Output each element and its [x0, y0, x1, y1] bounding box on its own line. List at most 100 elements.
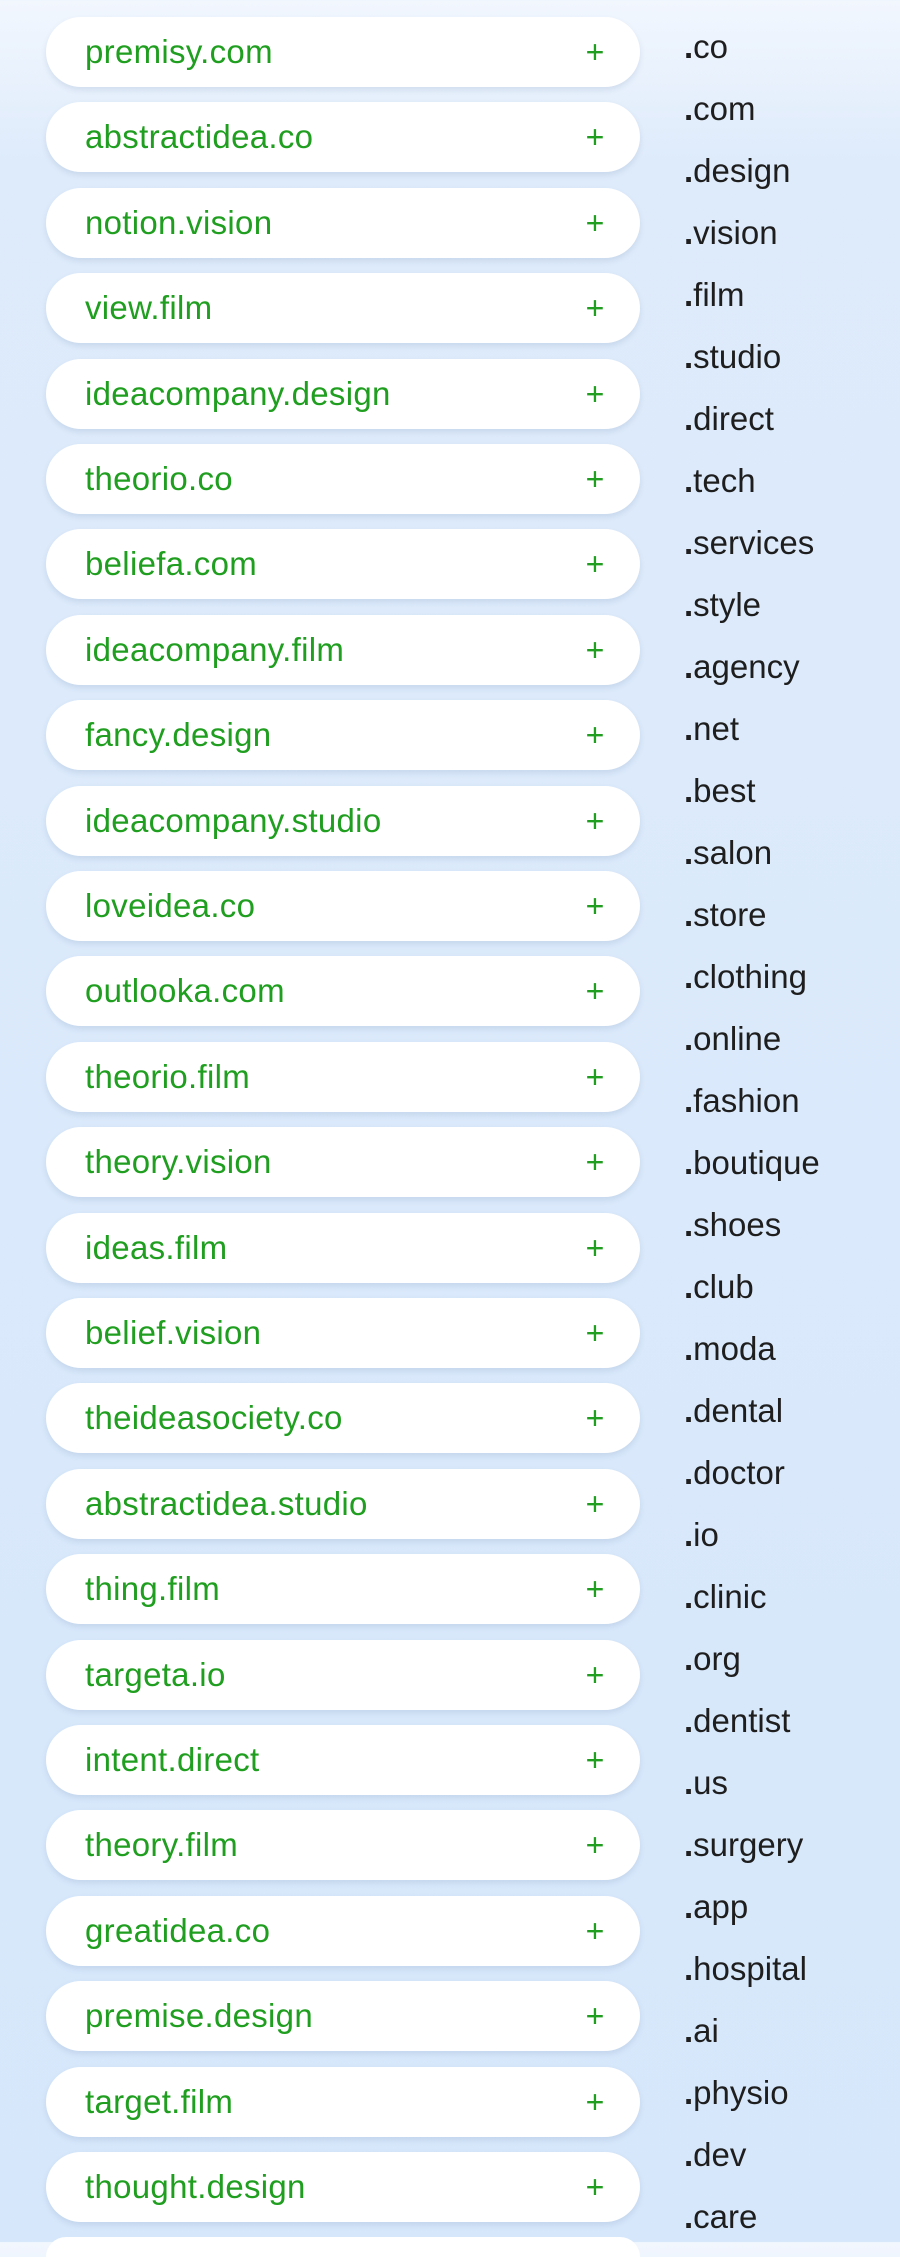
tld-option[interactable]: .tech [684, 462, 756, 499]
tld-option[interactable]: .style [684, 586, 762, 623]
domain-suggestion-item[interactable]: abstractidea.studio + [46, 1468, 640, 1539]
tld-option[interactable]: .clothing [684, 958, 807, 995]
domain-name: premisy.com [85, 33, 273, 70]
domain-suggestion-item[interactable]: beliefa.com + [46, 529, 640, 600]
tld-option[interactable]: .care [684, 2198, 758, 2235]
tld-option[interactable]: .dev [684, 2136, 747, 2173]
tld-option[interactable]: .physio [684, 2074, 789, 2111]
tld-option[interactable]: .app [684, 1888, 749, 1925]
domain-suggestion-item[interactable]: loveidea.co + [46, 871, 640, 941]
tld-option[interactable]: .fashion [684, 1082, 800, 1119]
tld-option[interactable]: .surgery [684, 1826, 804, 1863]
tld-option[interactable]: .moda [684, 1330, 776, 1367]
tld-option[interactable]: .vision [684, 214, 778, 251]
plus-icon[interactable]: + [585, 1058, 605, 1095]
domain-suggestion-item[interactable]: ideacompany.film + [46, 614, 640, 685]
tld-option[interactable]: .direct [684, 400, 774, 437]
plus-icon[interactable]: + [585, 546, 605, 583]
tld-option[interactable]: .ai [684, 2012, 719, 2049]
domain-suggestion-item[interactable]: outlooka.com + [46, 956, 640, 1027]
tld-option[interactable]: .studio [684, 338, 782, 375]
tld-option[interactable]: .org [684, 1640, 741, 1677]
domain-name: ideacompany.design [85, 374, 391, 412]
domain-suggestion-item-partial[interactable] [46, 2237, 640, 2257]
domain-suggestion-item[interactable]: thing.film + [46, 1554, 640, 1625]
tld-option[interactable]: .clinic [684, 1578, 767, 1615]
domain-suggestion-item[interactable]: theory.vision + [46, 1127, 640, 1198]
domain-suggestion-item[interactable]: premisy.com + [46, 17, 640, 87]
plus-icon[interactable]: + [585, 1912, 605, 1949]
tld-option[interactable]: .us [684, 1764, 729, 1801]
domain-suggestion-item[interactable]: thought.design + [46, 2152, 640, 2222]
tld-option[interactable]: .design [684, 152, 791, 189]
plus-icon[interactable]: + [585, 34, 605, 70]
domain-name: theory.film [85, 1826, 239, 1864]
plus-icon[interactable]: + [585, 2169, 605, 2205]
plus-icon[interactable]: + [585, 1998, 605, 2035]
plus-icon[interactable]: + [585, 888, 605, 924]
tld-option[interactable]: .hospital [684, 1950, 807, 1987]
domain-suggestion-item[interactable]: ideacompany.design + [46, 358, 640, 429]
tld-option[interactable]: .film [684, 276, 745, 313]
tld-option[interactable]: .dental [684, 1392, 784, 1429]
tld-option[interactable]: .online [684, 1020, 782, 1057]
plus-icon[interactable]: + [585, 717, 605, 754]
tld-option[interactable]: .co [684, 28, 729, 65]
domain-suggestion-item[interactable]: abstractidea.co + [46, 102, 640, 173]
tld-option[interactable]: .store [684, 896, 767, 933]
domain-suggestion-item[interactable]: intent.direct + [46, 1725, 640, 1795]
plus-icon[interactable]: + [585, 204, 605, 241]
domain-name: targeta.io [85, 1655, 226, 1693]
plus-icon[interactable]: + [585, 631, 605, 668]
domain-suggestion-item[interactable]: belief.vision + [46, 1298, 640, 1368]
plus-icon[interactable]: + [585, 119, 605, 156]
plus-icon[interactable]: + [585, 802, 605, 839]
plus-icon[interactable]: + [585, 1400, 605, 1437]
plus-icon[interactable]: + [585, 1315, 605, 1351]
tld-option[interactable]: .io [684, 1516, 719, 1553]
tld-option[interactable]: .club [684, 1268, 754, 1305]
domain-name: greatidea.co [85, 1911, 271, 1949]
plus-icon[interactable]: + [585, 1656, 605, 1693]
tld-option[interactable]: .boutique [684, 1144, 820, 1181]
domain-suggestion-item[interactable]: view.film + [46, 273, 640, 344]
tld-option[interactable]: .salon [684, 834, 773, 871]
tld-option[interactable]: .services [684, 524, 815, 561]
domain-suggestion-item[interactable]: targeta.io + [46, 1639, 640, 1710]
domain-name: theideasociety.co [85, 1399, 343, 1437]
domain-name: thought.design [85, 2168, 306, 2205]
plus-icon[interactable]: + [585, 1571, 605, 1608]
domain-suggestion-item[interactable]: theideasociety.co + [46, 1383, 640, 1454]
tld-option[interactable]: .com [684, 90, 756, 127]
plus-icon[interactable]: + [585, 1144, 605, 1181]
domain-name: ideacompany.film [85, 630, 345, 668]
plus-icon[interactable]: + [585, 1827, 605, 1864]
domain-suggestion-item[interactable]: theorio.film + [46, 1041, 640, 1112]
domain-suggestion-item[interactable]: ideas.film + [46, 1212, 640, 1283]
plus-icon[interactable]: + [585, 461, 605, 497]
plus-icon[interactable]: + [585, 2083, 605, 2120]
plus-icon[interactable]: + [585, 973, 605, 1010]
domain-suggestion-item[interactable]: target.film + [46, 2066, 640, 2137]
tld-option[interactable]: .dentist [684, 1702, 791, 1739]
domain-suggestion-item[interactable]: ideacompany.studio + [46, 785, 640, 856]
tld-option[interactable]: .best [684, 772, 756, 809]
domain-suggestion-item[interactable]: notion.vision + [46, 187, 640, 258]
plus-icon[interactable]: + [585, 1485, 605, 1522]
domain-suggestion-item[interactable]: theory.film + [46, 1810, 640, 1881]
plus-icon[interactable]: + [585, 1742, 605, 1778]
domain-suggestion-item[interactable]: greatidea.co + [46, 1895, 640, 1966]
plus-icon[interactable]: + [585, 1229, 605, 1266]
tld-option[interactable]: .shoes [684, 1206, 782, 1243]
domain-suggestion-item[interactable]: theorio.co + [46, 444, 640, 514]
plus-icon[interactable]: + [585, 290, 605, 327]
tld-option[interactable]: .agency [684, 648, 800, 685]
tld-option[interactable]: .net [684, 710, 740, 747]
tld-option[interactable]: .doctor [684, 1454, 785, 1491]
domain-name: theory.vision [85, 1143, 272, 1181]
domain-suggestion-item[interactable]: premise.design + [46, 1981, 640, 2052]
plus-icon[interactable]: + [585, 375, 605, 412]
domain-name: outlooka.com [85, 972, 285, 1010]
domain-suggestion-item[interactable]: fancy.design + [46, 700, 640, 771]
domain-name: premise.design [85, 1997, 313, 2035]
